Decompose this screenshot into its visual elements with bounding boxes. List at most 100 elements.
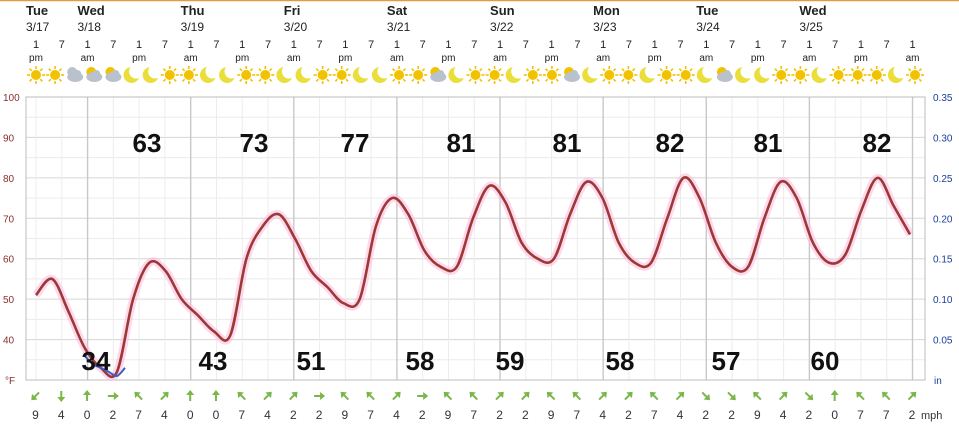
partly-cloudy-icon <box>86 67 103 82</box>
hour-label: 1 <box>703 39 709 51</box>
wind-speed-label: 2 <box>290 408 297 422</box>
wind-arrow <box>778 391 788 401</box>
wind-speed-label: 9 <box>342 408 349 422</box>
high-temp-label: 81 <box>553 128 582 158</box>
hour-label: 1 <box>239 39 245 51</box>
hour-label: 7 <box>59 39 65 51</box>
wind-speed-label: 2 <box>625 408 632 422</box>
ampm-label: am <box>184 53 198 64</box>
day-name: Thu <box>181 3 205 18</box>
moon-icon <box>219 64 239 83</box>
series <box>32 173 914 381</box>
sun-icon <box>390 66 409 84</box>
y-tick-label: 70 <box>3 214 15 225</box>
moon-icon <box>295 64 316 83</box>
wind-arrow <box>907 391 917 401</box>
dewpoint-line <box>83 355 126 378</box>
day-date: 3/23 <box>593 20 617 34</box>
wind-speed-label: 7 <box>367 408 374 422</box>
ampm-label: pm <box>751 53 765 64</box>
day-name: Wed <box>78 3 105 18</box>
wind-arrow <box>469 391 479 401</box>
ampm-label: am <box>596 53 610 64</box>
y-unit-label: °F <box>5 376 15 387</box>
wind-arrow <box>57 391 66 402</box>
wind-arrow <box>856 391 865 401</box>
wind-arrow <box>881 391 891 401</box>
wind-speed-label: 7 <box>651 408 658 422</box>
moon-icon <box>276 64 296 83</box>
condition-icons <box>27 64 924 84</box>
wind-speed-label: 7 <box>238 408 245 422</box>
wind-arrow <box>495 391 504 401</box>
ampm-label: pm <box>854 53 868 64</box>
high-temp-label: 81 <box>754 128 783 158</box>
wind-row: 9 4 0 2 7 4 0 0 7 4 2 2 9 7 4 2 9 7 2 2 9 7 4 2 7 4 2 2 9 4 2 0 7 7 2 mph <box>31 390 942 422</box>
wind-arrow <box>443 391 453 401</box>
moon-icon <box>811 64 831 83</box>
low-temp-label: 43 <box>199 346 228 376</box>
low-temp-label: 58 <box>606 346 635 376</box>
wind-unit-label: mph <box>921 410 942 422</box>
wind-speed-label: 7 <box>135 408 142 422</box>
wind-arrow <box>624 391 633 401</box>
right-unit-label: in <box>934 376 942 387</box>
high-temp-label: 81 <box>447 128 476 158</box>
wind-arrow <box>107 392 119 400</box>
sun-icon <box>848 66 867 84</box>
moon-icon <box>448 64 468 83</box>
wind-arrow <box>804 391 814 401</box>
wind-speed-label: 4 <box>599 408 606 422</box>
wind-arrow <box>598 391 607 401</box>
day-name: Tue <box>696 3 718 18</box>
wind-speed-label: 2 <box>728 408 735 422</box>
wind-speed-label: 2 <box>496 408 503 422</box>
hour-label: 7 <box>781 39 787 51</box>
day-name: Sat <box>387 3 408 18</box>
hour-label: 1 <box>291 39 297 51</box>
wind-arrow <box>830 390 839 401</box>
day-name: Mon <box>593 3 620 18</box>
ampm-label: am <box>906 53 920 64</box>
day-name: Tue <box>26 3 48 18</box>
ampm-label: pm <box>545 53 559 64</box>
hour-label: 1 <box>652 39 658 51</box>
sun-icon <box>179 66 198 84</box>
hour-label: 1 <box>909 39 915 51</box>
wind-speed-label: 7 <box>857 408 864 422</box>
hour-label: 7 <box>677 39 683 51</box>
y-tick-label: 80 <box>3 174 15 185</box>
sun-icon <box>600 66 619 84</box>
wind-arrow <box>31 391 40 401</box>
hour-label: 1 <box>858 39 864 51</box>
sun-icon <box>791 66 810 84</box>
wind-speed-label: 2 <box>109 408 116 422</box>
moon-icon <box>371 64 392 83</box>
ampm-label: am <box>493 53 507 64</box>
day-name: Sun <box>490 3 515 18</box>
sun-icon <box>867 66 886 84</box>
ampm-label: pm <box>338 53 352 64</box>
header-hours: 1 pm 7 1 am 7 1 pm 7 1 am 7 1 pm 7 1 am 7 1 pm 7 1 am 7 1 pm 7 1 am 7… <box>29 39 919 64</box>
day-date: 3/21 <box>387 20 411 34</box>
hour-label: 1 <box>445 39 451 51</box>
sun-icon <box>160 66 179 84</box>
sun-icon <box>256 66 275 84</box>
moon-icon <box>754 64 774 83</box>
sun-icon <box>466 66 485 84</box>
high-temp-label: 82 <box>656 128 685 158</box>
hour-label: 1 <box>136 39 142 51</box>
high-temp-label: 63 <box>133 128 162 158</box>
moon-icon <box>142 64 163 83</box>
high-temp-label: 77 <box>341 128 370 158</box>
day-date: 3/24 <box>696 20 720 34</box>
y-tick-label: 50 <box>3 295 15 306</box>
day-date: 3/25 <box>799 20 823 34</box>
wind-speed-label: 7 <box>883 408 890 422</box>
wind-arrow <box>753 391 762 401</box>
low-temp-label: 57 <box>712 346 741 376</box>
ampm-label: pm <box>442 53 456 64</box>
sun-icon <box>619 66 638 84</box>
wind-arrow <box>263 391 272 401</box>
wind-arrow <box>366 391 375 401</box>
